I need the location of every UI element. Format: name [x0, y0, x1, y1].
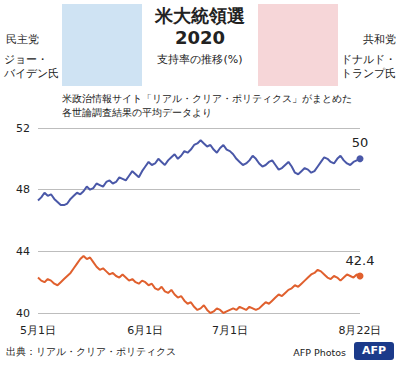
svg-text:7月1日: 7月1日 [212, 324, 248, 337]
svg-text:米政治情報サイト「リアル・クリア・ポリティクス」がまとめた: 米政治情報サイト「リアル・クリア・ポリティクス」がまとめた [62, 93, 352, 104]
svg-text:50: 50 [352, 135, 369, 150]
svg-text:ジョー・: ジョー・ [4, 53, 48, 66]
svg-text:出典：リアル・クリア・ポリティクス: 出典：リアル・クリア・ポリティクス [6, 346, 176, 357]
svg-text:各世論調査結果の平均データより: 各世論調査結果の平均データより [62, 107, 212, 118]
svg-text:共和党: 共和党 [363, 33, 396, 46]
svg-text:2020: 2020 [175, 27, 225, 48]
svg-text:トランプ氏: トランプ氏 [341, 67, 396, 80]
svg-text:40: 40 [16, 307, 30, 320]
svg-text:5月1日: 5月1日 [20, 324, 56, 337]
svg-text:48: 48 [16, 183, 30, 196]
svg-text:44: 44 [16, 245, 30, 258]
svg-text:AFP: AFP [362, 344, 386, 357]
svg-text:42.4: 42.4 [346, 253, 375, 268]
svg-text:8月22日: 8月22日 [339, 324, 382, 337]
svg-text:6月1日: 6月1日 [127, 324, 163, 337]
svg-text:AFP Photos: AFP Photos [293, 347, 346, 358]
svg-text:ドナルド・: ドナルド・ [341, 53, 396, 66]
svg-text:52: 52 [16, 122, 30, 135]
svg-text:民主党: 民主党 [6, 33, 39, 46]
svg-text:米大統領選: 米大統領選 [154, 5, 245, 26]
svg-text:支持率の推移(%): 支持率の推移(%) [157, 53, 242, 66]
svg-text:バイデン氏: バイデン氏 [3, 67, 59, 80]
